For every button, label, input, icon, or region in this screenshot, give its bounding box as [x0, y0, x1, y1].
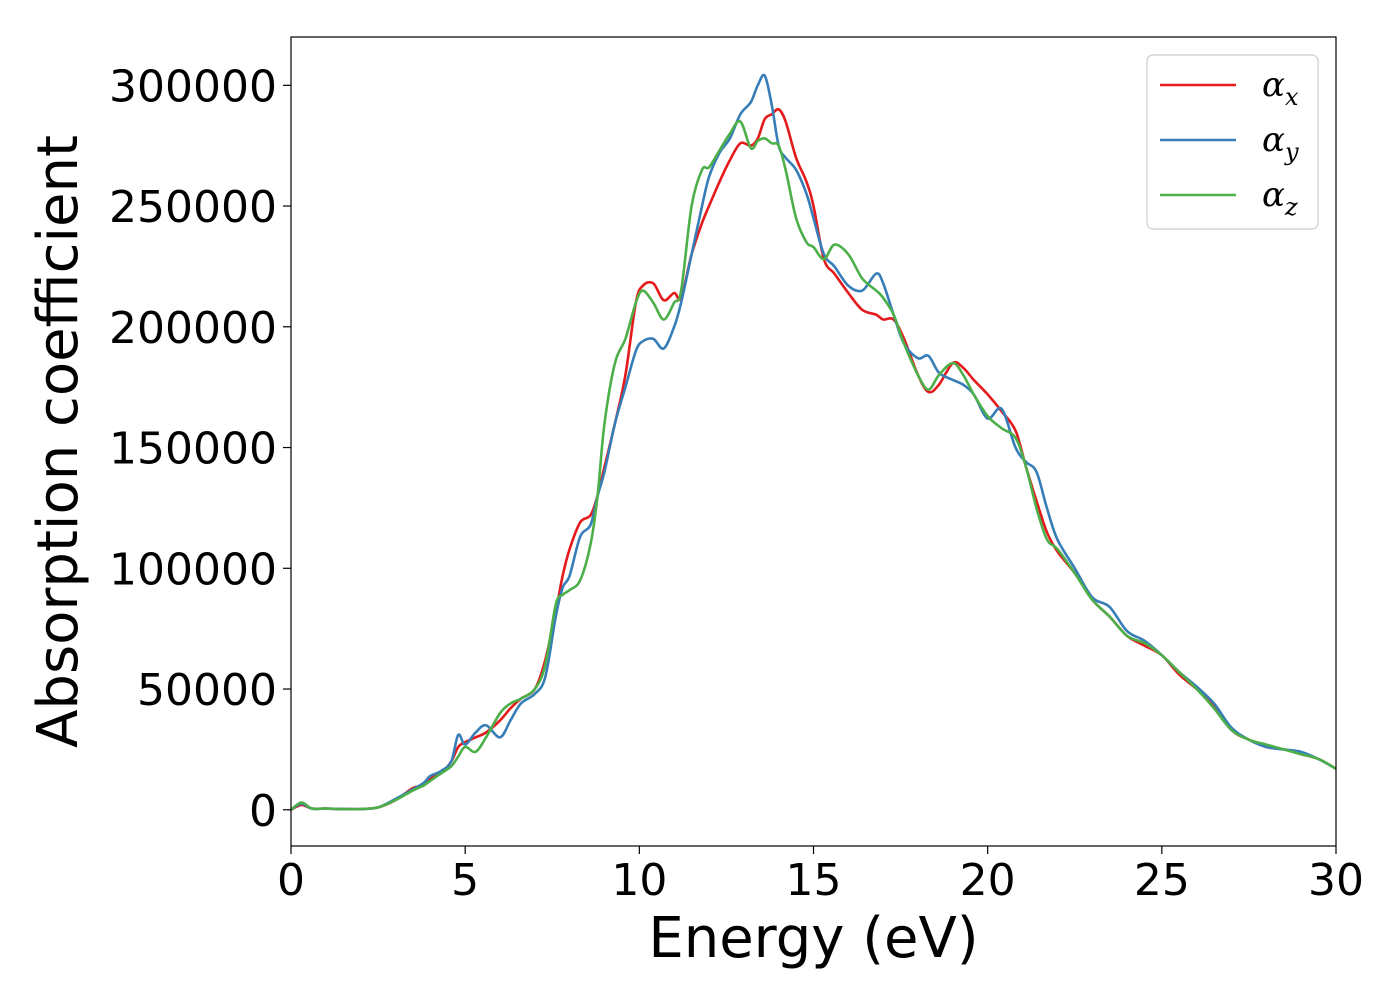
y-tick-label: 300000	[109, 61, 277, 112]
x-tick-label: 15	[786, 855, 842, 906]
legend-label-x: αx	[1262, 65, 1299, 111]
x-tick-label: 25	[1134, 855, 1190, 906]
legend-label-z: αz	[1262, 175, 1298, 221]
x-axis: 0 5 10 15 20 25 30	[277, 846, 1364, 906]
y-tick-label: 100000	[109, 544, 277, 595]
y-axis-label: Absorption coefficient	[26, 135, 91, 748]
legend-label-y: αy	[1262, 120, 1299, 166]
x-tick-label: 20	[960, 855, 1016, 906]
legend-box	[1146, 54, 1319, 230]
y-tick-label: 250000	[109, 182, 277, 233]
y-axis: 0 50000 100000 150000 200000 250000 300000	[109, 61, 291, 837]
y-tick-label: 50000	[137, 665, 277, 716]
y-tick-label: 200000	[109, 303, 277, 354]
series-line-z	[291, 119, 1336, 812]
x-tick-label: 0	[277, 855, 305, 906]
y-tick-label: 0	[249, 786, 277, 837]
series-line-y	[291, 73, 1336, 812]
x-axis-label: Energy (eV)	[648, 906, 978, 971]
x-tick-label: 10	[611, 855, 667, 906]
x-tick-label: 30	[1308, 855, 1364, 906]
legend: αx αy αz	[1146, 54, 1319, 230]
x-tick-label: 5	[451, 855, 479, 906]
y-tick-label: 150000	[109, 424, 277, 475]
series-layer	[291, 73, 1336, 812]
